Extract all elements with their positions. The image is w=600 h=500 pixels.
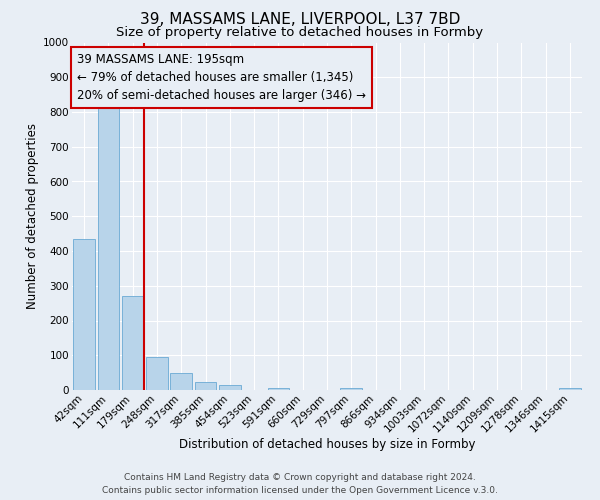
X-axis label: Distribution of detached houses by size in Formby: Distribution of detached houses by size … (179, 438, 475, 452)
Text: Contains HM Land Registry data © Crown copyright and database right 2024.
Contai: Contains HM Land Registry data © Crown c… (102, 474, 498, 495)
Bar (97, 105, 119, 390)
Bar (146, 357, 168, 390)
Bar (73, 239, 95, 390)
Bar (559, 388, 581, 390)
Y-axis label: Number of detached properties: Number of detached properties (26, 123, 39, 309)
Text: 39 MASSAMS LANE: 195sqm
← 79% of detached houses are smaller (1,345)
20% of semi: 39 MASSAMS LANE: 195sqm ← 79% of detache… (77, 53, 366, 102)
Text: 39, MASSAMS LANE, LIVERPOOL, L37 7BD: 39, MASSAMS LANE, LIVERPOOL, L37 7BD (140, 12, 460, 28)
Bar (170, 372, 192, 390)
Bar (194, 382, 217, 390)
Bar (219, 386, 241, 390)
Bar (122, 296, 143, 390)
Bar (268, 388, 289, 390)
Bar (340, 388, 362, 390)
Text: Size of property relative to detached houses in Formby: Size of property relative to detached ho… (116, 26, 484, 39)
